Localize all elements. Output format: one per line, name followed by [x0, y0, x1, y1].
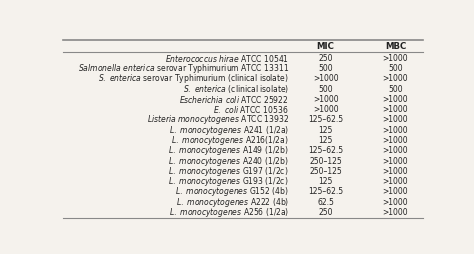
Text: >1000: >1000: [313, 105, 338, 114]
Text: 125–62.5: 125–62.5: [308, 146, 343, 155]
Text: MBC: MBC: [385, 42, 406, 51]
Text: $\it{E.\ coli}$ ATCC 10536: $\it{E.\ coli}$ ATCC 10536: [213, 104, 289, 115]
Text: >1000: >1000: [383, 187, 408, 196]
Text: 125: 125: [319, 126, 333, 135]
Text: >1000: >1000: [383, 198, 408, 207]
Text: >1000: >1000: [383, 136, 408, 145]
Text: $\it{S.\ enterica}$ serovar Typhimurium (clinical isolate): $\it{S.\ enterica}$ serovar Typhimurium …: [98, 72, 289, 85]
Text: $\it{Salmonella\ enterica}$ serovar Typhimurium ATCC 13311: $\it{Salmonella\ enterica}$ serovar Typh…: [78, 62, 289, 75]
Text: 250–125: 250–125: [309, 156, 342, 166]
Text: >1000: >1000: [313, 95, 338, 104]
Text: >1000: >1000: [313, 74, 338, 83]
Text: >1000: >1000: [383, 116, 408, 124]
Text: $\it{L.\ monocytogenes}$ A256 (1/2a): $\it{L.\ monocytogenes}$ A256 (1/2a): [169, 206, 289, 219]
Text: $\it{L.\ monocytogenes}$ G152 (4b): $\it{L.\ monocytogenes}$ G152 (4b): [175, 185, 289, 198]
Text: $\it{L.\ monocytogenes}$ A149 (1/2b): $\it{L.\ monocytogenes}$ A149 (1/2b): [168, 144, 289, 157]
Text: 125–62.5: 125–62.5: [308, 187, 343, 196]
Text: 500: 500: [318, 64, 333, 73]
Text: 125: 125: [319, 136, 333, 145]
Text: $\it{L.\ monocytogenes}$ A241 (1/2a): $\it{L.\ monocytogenes}$ A241 (1/2a): [169, 124, 289, 137]
Text: $\it{Listeria\ monocytogenes}$ ATCC 13932: $\it{Listeria\ monocytogenes}$ ATCC 1393…: [146, 114, 289, 126]
Text: 500: 500: [388, 64, 403, 73]
Text: $\it{S.\ enterica}$ (clinical isolate): $\it{S.\ enterica}$ (clinical isolate): [182, 83, 289, 95]
Text: $\it{L.\ monocytogenes}$ G193 (1/2c): $\it{L.\ monocytogenes}$ G193 (1/2c): [168, 175, 289, 188]
Text: 62.5: 62.5: [317, 198, 334, 207]
Text: $\it{L.\ monocytogenes}$ G197 (1/2c): $\it{L.\ monocytogenes}$ G197 (1/2c): [168, 165, 289, 178]
Text: $\it{Escherichia\ coli}$ ATCC 25922: $\it{Escherichia\ coli}$ ATCC 25922: [180, 94, 289, 105]
Text: >1000: >1000: [383, 177, 408, 186]
Text: $\it{Enterococcus\ hirae}$ ATCC 10541: $\it{Enterococcus\ hirae}$ ATCC 10541: [165, 53, 289, 64]
Text: >1000: >1000: [383, 156, 408, 166]
Text: $\it{L.\ monocytogenes}$ A240 (1/2b): $\it{L.\ monocytogenes}$ A240 (1/2b): [168, 155, 289, 168]
Text: >1000: >1000: [383, 167, 408, 176]
Text: >1000: >1000: [383, 126, 408, 135]
Text: 250–125: 250–125: [309, 167, 342, 176]
Text: 125: 125: [319, 177, 333, 186]
Text: >1000: >1000: [383, 54, 408, 63]
Text: >1000: >1000: [383, 95, 408, 104]
Text: >1000: >1000: [383, 208, 408, 217]
Text: $\it{L.\ monocytogenes}$ A216(1/2a): $\it{L.\ monocytogenes}$ A216(1/2a): [171, 134, 289, 147]
Text: >1000: >1000: [383, 146, 408, 155]
Text: 500: 500: [318, 85, 333, 93]
Text: $\it{L.\ monocytogenes}$ A222 (4b): $\it{L.\ monocytogenes}$ A222 (4b): [175, 196, 289, 209]
Text: >1000: >1000: [383, 74, 408, 83]
Text: 250: 250: [319, 54, 333, 63]
Text: >1000: >1000: [383, 105, 408, 114]
Text: 250: 250: [319, 208, 333, 217]
Text: 125–62.5: 125–62.5: [308, 116, 343, 124]
Text: MIC: MIC: [317, 42, 335, 51]
Text: 500: 500: [388, 85, 403, 93]
